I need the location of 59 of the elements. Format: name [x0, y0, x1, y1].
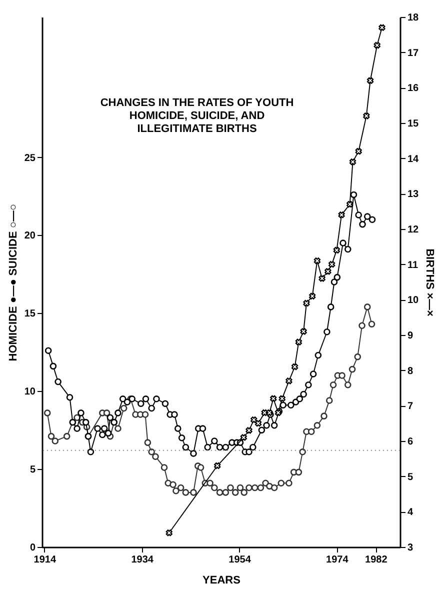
y-tick-label: 15: [24, 308, 36, 320]
point: [333, 246, 340, 254]
point: [295, 338, 302, 346]
y2-tick-label: 5: [408, 472, 414, 483]
point: [250, 416, 258, 424]
point: [324, 268, 332, 275]
y-tick-label: 20: [24, 230, 36, 242]
point: [346, 200, 354, 208]
y2-tick-label: 15: [408, 118, 420, 130]
point: [318, 275, 326, 282]
y2-tick-label: 14: [408, 154, 420, 165]
x-axis-title: YEARS: [202, 574, 240, 586]
point: [261, 409, 268, 416]
point: [300, 328, 307, 335]
y-tick-label: 25: [24, 152, 36, 164]
point: [363, 112, 370, 120]
y2-tick-label: 8: [408, 366, 414, 377]
x-tick-label: 1974: [326, 554, 349, 566]
y2-tick-label: 7: [408, 401, 414, 412]
point: [355, 148, 362, 155]
y2-tick-label: 4: [408, 507, 414, 518]
point: [378, 24, 386, 31]
point: [291, 363, 298, 370]
y-axis-title: HOMICIDE ●—● SUICIDE ○—○: [7, 204, 20, 362]
point: [366, 77, 374, 84]
y-tick-label: 0: [30, 542, 36, 554]
point: [314, 257, 321, 264]
point: [286, 378, 292, 384]
y2-tick-label: 13: [408, 189, 420, 200]
x-tick-label: 1954: [228, 554, 252, 566]
point: [254, 420, 262, 427]
y2-tick-label: 10: [408, 295, 420, 306]
point: [278, 395, 286, 402]
point: [303, 300, 310, 307]
y2-tick-label: 6: [408, 436, 414, 448]
point: [309, 292, 316, 300]
point: [246, 427, 252, 434]
point: [270, 395, 277, 402]
y2-tick-label: 12: [408, 224, 420, 236]
y2-tick-label: 11: [408, 260, 419, 271]
point: [214, 462, 221, 470]
y2-tick-label: 9: [408, 330, 414, 342]
text: CHANGES IN THE RATES OF YOUTH HOMICIDE, SUICIDE, AND ILLEGITIMATE BIRTHS: [100, 97, 294, 135]
y2-tick-label: 3: [408, 542, 414, 554]
point: [240, 434, 247, 441]
point: [166, 530, 172, 536]
y2-tick-label: 18: [408, 12, 420, 24]
y2-axis-title: BIRTHS ×—×: [424, 248, 436, 316]
x-tick-label: 1914: [34, 554, 56, 566]
y2-tick-label: 16: [408, 83, 420, 94]
point: [374, 42, 380, 49]
y2-tick-label: 17: [408, 48, 420, 59]
point: [328, 261, 336, 268]
x-tick-label: 1934: [131, 554, 154, 566]
point: [349, 158, 356, 166]
point: [338, 212, 345, 218]
y-tick-label: 10: [24, 386, 36, 398]
x-tick-label: 1982: [365, 554, 388, 566]
y-tick-label: 5: [30, 464, 36, 476]
